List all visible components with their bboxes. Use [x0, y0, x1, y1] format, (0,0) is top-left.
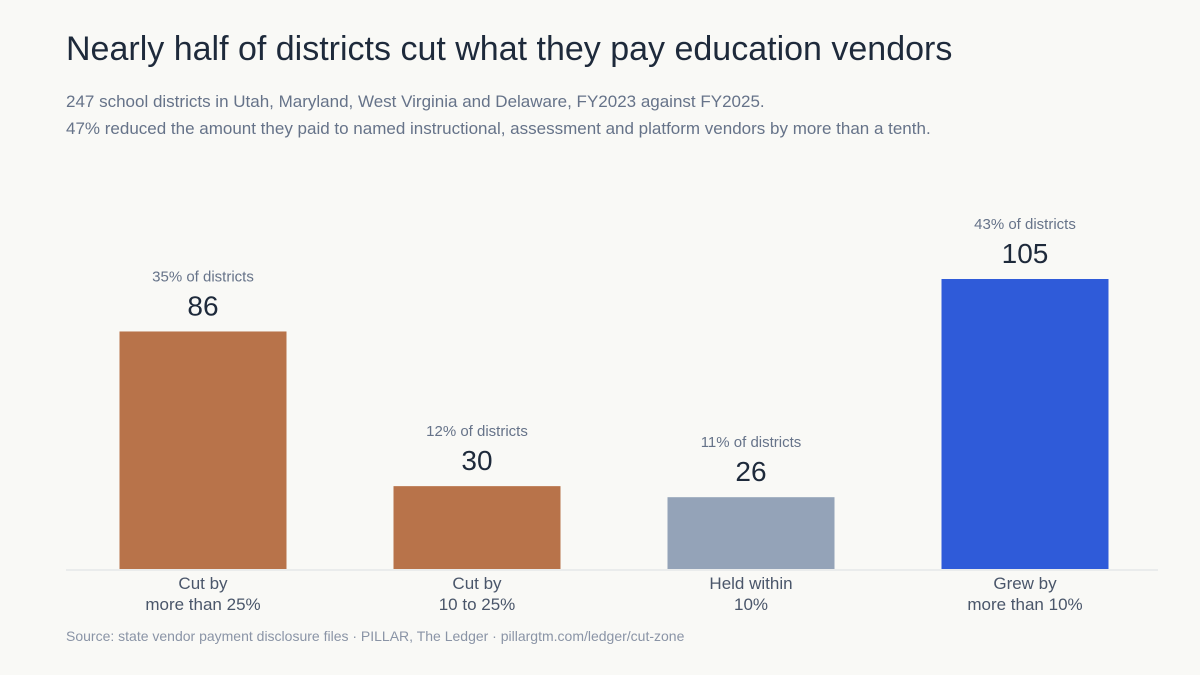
source-note: Source: state vendor payment disclosure … — [66, 628, 685, 644]
chart-subtitle-line-1: 247 school districts in Utah, Maryland, … — [66, 92, 765, 111]
category-label: Held within — [709, 574, 792, 593]
bar-value-label: 105 — [1002, 238, 1049, 269]
bars-group: 86 35% of districts Cut by more than 25% 30 1… — [119, 216, 1109, 614]
bar — [393, 486, 561, 569]
category-label: 10 to 25% — [439, 595, 516, 614]
category-label: 10% — [734, 595, 768, 614]
bar-value-label: 86 — [187, 290, 218, 321]
bar — [119, 331, 287, 569]
bar-value-label: 26 — [735, 456, 766, 487]
chart-subtitle-line-2: 47% reduced the amount they paid to name… — [66, 119, 931, 138]
bar-share-label: 43% of districts — [974, 216, 1076, 233]
bar — [941, 279, 1109, 569]
bar — [667, 497, 835, 569]
category-label: Grew by — [993, 574, 1057, 593]
bar-share-label: 11% of districts — [701, 434, 802, 451]
bar-value-label: 30 — [461, 445, 492, 476]
category-label: more than 25% — [145, 595, 260, 614]
category-label: Cut by — [452, 574, 502, 593]
bar-share-label: 35% of districts — [152, 268, 254, 285]
bar-share-label: 12% of districts — [426, 423, 528, 440]
chart-title: Nearly half of districts cut what they p… — [66, 30, 953, 68]
category-label: more than 10% — [967, 595, 1082, 614]
category-label: Cut by — [178, 574, 228, 593]
